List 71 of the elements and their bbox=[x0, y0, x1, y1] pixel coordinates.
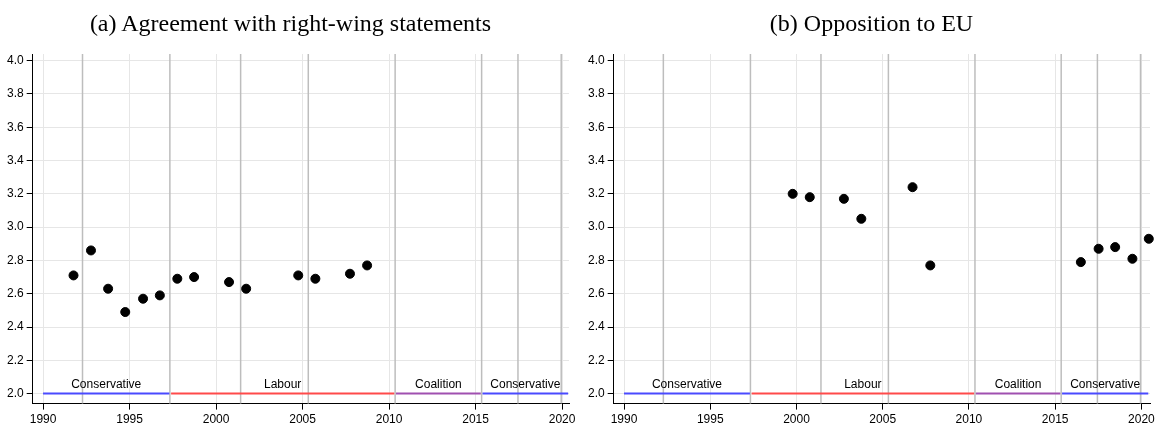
point bbox=[1075, 257, 1086, 268]
x-tick-label: 2015 bbox=[1041, 412, 1069, 427]
y-tick-label: 2.8 bbox=[6, 252, 24, 267]
y-tick-label: 3.2 bbox=[587, 186, 605, 201]
point bbox=[68, 270, 79, 281]
chart-title: (b) Opposition to EU bbox=[768, 9, 975, 38]
y-tick-label: 3.8 bbox=[587, 86, 605, 101]
x-tick-label: 2000 bbox=[783, 412, 811, 427]
x-tick-label: 2020 bbox=[548, 412, 576, 427]
x-tick-label: 2005 bbox=[869, 412, 897, 427]
y-tick-label: 3.2 bbox=[6, 186, 24, 201]
y-tick-label: 2.8 bbox=[587, 252, 605, 267]
point bbox=[1093, 243, 1104, 254]
y-tick-label: 3.8 bbox=[6, 86, 24, 101]
x-tick-label: 1990 bbox=[29, 412, 57, 427]
y-tick-label: 2.0 bbox=[6, 385, 24, 400]
point bbox=[172, 273, 183, 284]
x-tick-label: 1990 bbox=[610, 412, 638, 427]
y-tick-label: 2.4 bbox=[587, 319, 605, 334]
point bbox=[907, 182, 918, 193]
point bbox=[344, 268, 355, 279]
point bbox=[1127, 253, 1138, 264]
x-tick-label: 2020 bbox=[1128, 412, 1156, 427]
y-tick-label: 3.6 bbox=[587, 119, 605, 134]
point bbox=[925, 260, 936, 271]
point bbox=[362, 260, 373, 271]
x-tick-label: 1995 bbox=[116, 412, 144, 427]
point bbox=[189, 272, 200, 283]
chart-title: (a) Agreement with right-wing statements bbox=[88, 9, 493, 38]
y-tick-label: 3.4 bbox=[6, 152, 24, 167]
point bbox=[224, 277, 235, 288]
x-tick-label: 2015 bbox=[462, 412, 490, 427]
y-tick-label: 2.4 bbox=[6, 319, 24, 334]
point bbox=[1143, 233, 1154, 244]
point bbox=[310, 273, 321, 284]
series-label: Labour bbox=[263, 376, 302, 391]
y-tick-label: 2.6 bbox=[587, 286, 605, 301]
series-label: Conservative bbox=[1070, 376, 1141, 391]
y-tick-label: 3.0 bbox=[6, 219, 24, 234]
series-label: Coalition bbox=[415, 376, 462, 391]
y-tick-label: 2.2 bbox=[587, 352, 605, 367]
y-tick-label: 3.6 bbox=[6, 119, 24, 134]
point bbox=[293, 270, 304, 281]
point bbox=[838, 193, 849, 204]
point bbox=[85, 245, 96, 256]
x-tick-label: 2010 bbox=[375, 412, 403, 427]
series-label: Labour bbox=[844, 376, 882, 391]
point bbox=[241, 283, 252, 294]
point bbox=[804, 192, 815, 203]
y-tick-label: 2.0 bbox=[587, 385, 605, 400]
y-tick-label: 3.4 bbox=[587, 152, 605, 167]
point bbox=[138, 293, 149, 304]
x-tick-label: 2010 bbox=[955, 412, 983, 427]
y-tick-label: 2.6 bbox=[6, 286, 24, 301]
point bbox=[154, 290, 165, 301]
series-label: Conservative bbox=[651, 376, 723, 391]
x-tick-label: 2000 bbox=[202, 412, 230, 427]
x-tick-label: 1995 bbox=[696, 412, 724, 427]
point bbox=[103, 283, 114, 294]
series-label: Conservative bbox=[490, 376, 561, 391]
y-tick-label: 4.0 bbox=[6, 52, 24, 67]
point bbox=[1110, 242, 1121, 253]
point bbox=[120, 307, 131, 318]
y-tick-label: 4.0 bbox=[587, 52, 605, 67]
point bbox=[787, 188, 798, 199]
x-tick-label: 2005 bbox=[289, 412, 317, 427]
y-tick-label: 2.2 bbox=[6, 352, 24, 367]
series-label: Conservative bbox=[71, 376, 142, 391]
series-label: Coalition bbox=[994, 376, 1042, 391]
y-tick-label: 3.0 bbox=[587, 219, 605, 234]
point bbox=[856, 213, 867, 224]
